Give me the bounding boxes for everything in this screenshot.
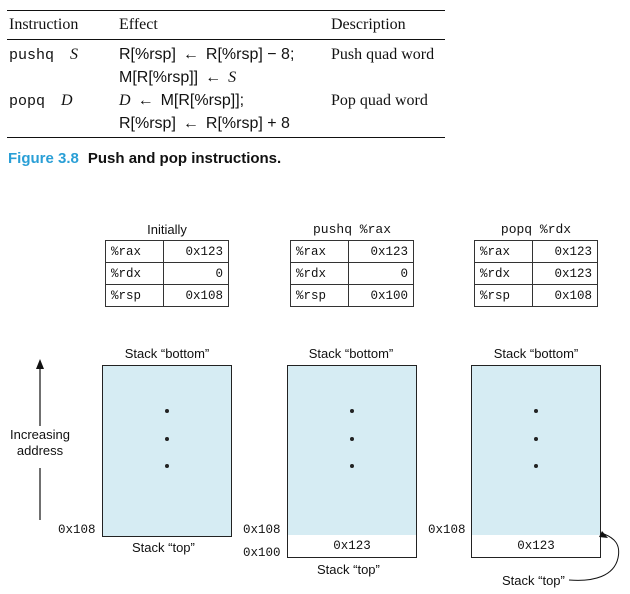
register-table-initially: Initially %rax 0x123 %rdx 0 %rsp 0x108 [105, 222, 229, 307]
effect-line: D ← M[R[%rsp]]; [119, 91, 244, 111]
arrow-icon: ← [205, 69, 222, 86]
arrow-icon: ← [182, 115, 199, 132]
register-name: %rdx [290, 262, 349, 285]
register-table-title: pushq %rax [312, 222, 391, 237]
table-row: %rax 0x123 [105, 240, 229, 263]
stack-top-label: Stack “top” [132, 540, 195, 555]
axis-label-line: Increasing [10, 427, 70, 442]
header-instruction: Instruction [9, 16, 79, 33]
axis-label: Increasing address [6, 427, 74, 459]
address-label: 0x108 [243, 523, 281, 537]
description: Pop quad word [331, 92, 428, 109]
effect-line: R[%rsp] ← R[%rsp] + 8 [119, 114, 290, 134]
effect-rhs: R[%rsp] − 8; [205, 46, 295, 63]
table-row: pushq S [9, 45, 78, 66]
ellipsis-dot [165, 409, 169, 413]
register-value: 0x108 [163, 284, 229, 307]
register-name: %rdx [474, 262, 533, 285]
register-table: %rax 0x123 %rdx 0 %rsp 0x108 [105, 240, 229, 307]
register-table: %rax 0x123 %rdx 0 %rsp 0x100 [290, 240, 414, 307]
table-row: %rax 0x123 [290, 240, 414, 263]
effect-lhs: R[%rsp] [119, 115, 176, 132]
stack-top-label: Stack “top” [317, 562, 380, 577]
address-label: 0x100 [243, 546, 281, 560]
table-row: %rsp 0x100 [290, 284, 414, 307]
register-value: 0x123 [532, 262, 598, 285]
table-row: %rax 0x123 [474, 240, 598, 263]
register-name: %rsp [474, 284, 533, 307]
figure-number: Figure 3.8 [8, 150, 79, 167]
table-header-rule [7, 39, 445, 40]
table-row: %rdx 0 [105, 262, 229, 285]
stack-body [471, 365, 601, 537]
header-description: Description [331, 16, 406, 33]
table-row: %rdx 0x123 [474, 262, 598, 285]
table-row: %rsp 0x108 [474, 284, 598, 307]
mnemonic: pushq [9, 47, 55, 64]
figure-caption: Figure 3.8 Push and pop instructions. [8, 150, 281, 167]
ellipsis-dot [350, 409, 354, 413]
mnemonic: popq [9, 93, 46, 110]
register-value: 0x123 [348, 240, 414, 263]
table-row: %rsp 0x108 [105, 284, 229, 307]
register-name: %rdx [105, 262, 164, 285]
register-name: %rsp [290, 284, 349, 307]
stack-body [102, 365, 232, 537]
register-value: 0 [163, 262, 229, 285]
effect-lhs: R[%rsp] [119, 46, 176, 63]
register-value: 0x123 [163, 240, 229, 263]
stack-slot: 0x123 [471, 535, 601, 558]
axis-label-line: address [16, 443, 64, 458]
effect-line: R[%rsp] ← R[%rsp] − 8; [119, 45, 294, 65]
register-value: 0x123 [532, 240, 598, 263]
effect-rhs: S [228, 69, 237, 86]
stack-body [287, 365, 417, 537]
ellipsis-dot [350, 437, 354, 441]
register-name: %rax [105, 240, 164, 263]
table-top-rule [7, 10, 445, 11]
stack-slot: 0x123 [287, 535, 417, 558]
ellipsis-dot [165, 464, 169, 468]
effect-lhs: D [119, 92, 131, 109]
operand: S [70, 46, 79, 63]
effect-lhs: M[R[%rsp]] [119, 69, 199, 86]
arrow-icon: ← [137, 92, 154, 109]
stack-bottom-label: Stack “bottom” [308, 346, 394, 361]
arrow-icon: ← [182, 46, 199, 63]
address-label: 0x108 [58, 523, 96, 537]
ellipsis-dot [165, 437, 169, 441]
ellipsis-dot [534, 437, 538, 441]
table-row: popq D [9, 91, 73, 112]
stack-bottom-label: Stack “bottom” [124, 346, 210, 361]
ellipsis-dot [534, 409, 538, 413]
register-table: %rax 0x123 %rdx 0x123 %rsp 0x108 [474, 240, 598, 307]
effect-line: M[R[%rsp]] ← S [119, 68, 236, 88]
effect-rhs: M[R[%rsp]]; [160, 92, 245, 109]
register-name: %rsp [105, 284, 164, 307]
register-value: 0x100 [348, 284, 414, 307]
stack-top-pointer-arrow-icon [568, 531, 620, 581]
register-name: %rax [290, 240, 349, 263]
increasing-address-arrow-icon [36, 359, 44, 520]
operand: D [61, 92, 73, 109]
register-table-popq: popq %rdx %rax 0x123 %rdx 0x123 %rsp 0x108 [474, 222, 598, 307]
register-name: %rax [474, 240, 533, 263]
description: Push quad word [331, 46, 435, 63]
stack-top-label: Stack “top” [502, 573, 565, 588]
register-table-title: popq %rdx [500, 222, 572, 237]
table-bottom-rule [7, 137, 445, 138]
register-table-pushq: pushq %rax %rax 0x123 %rdx 0 %rsp 0x100 [290, 222, 414, 307]
register-table-title: Initially [147, 222, 187, 237]
address-label: 0x108 [428, 523, 466, 537]
header-effect: Effect [119, 16, 158, 33]
ellipsis-dot [350, 464, 354, 468]
register-value: 0x108 [532, 284, 598, 307]
ellipsis-dot [534, 464, 538, 468]
register-value: 0 [348, 262, 414, 285]
caption-text: Push and pop instructions. [87, 150, 282, 167]
effect-rhs: R[%rsp] + 8 [205, 115, 290, 132]
stack-bottom-label: Stack “bottom” [493, 346, 579, 361]
table-row: %rdx 0 [290, 262, 414, 285]
